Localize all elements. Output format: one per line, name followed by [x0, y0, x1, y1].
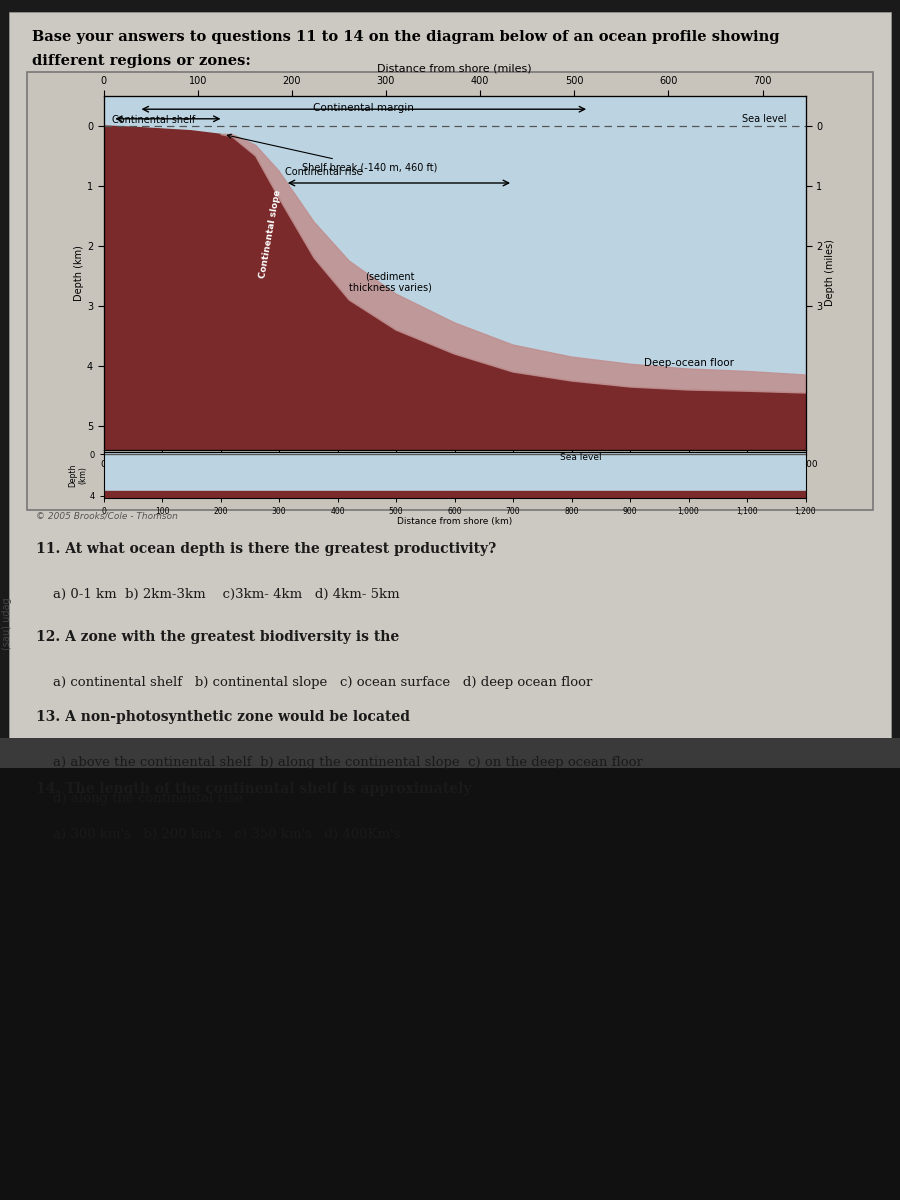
Text: a) 300 km's   b) 200 km's   c) 350 km's   d) 400Km's: a) 300 km's b) 200 km's c) 350 km's d) 4…	[36, 828, 400, 841]
X-axis label: Distance from shore (km): Distance from shore (km)	[397, 517, 512, 527]
Text: Base your answers to questions 11 to 14 on the diagram below of an ocean profile: Base your answers to questions 11 to 14 …	[32, 30, 779, 44]
Y-axis label: Depth (km): Depth (km)	[74, 245, 84, 301]
Text: 13. A non-photosynthetic zone would be located: 13. A non-photosynthetic zone would be l…	[36, 710, 410, 725]
Text: Continental rise: Continental rise	[284, 167, 363, 176]
Text: a) 0-1 km  b) 2km-3km    c)3km- 4km   d) 4km- 5km: a) 0-1 km b) 2km-3km c)3km- 4km d) 4km- …	[36, 588, 400, 601]
FancyBboxPatch shape	[0, 768, 900, 1200]
Text: 12. A zone with the greatest biodiversity is the: 12. A zone with the greatest biodiversit…	[36, 630, 400, 644]
Y-axis label: Depth (miles): Depth (miles)	[825, 240, 835, 306]
Text: a) above the continental shelf  b) along the continental slope  c) on the deep o: a) above the continental shelf b) along …	[36, 756, 643, 769]
X-axis label: Distance from shore (miles): Distance from shore (miles)	[377, 64, 532, 73]
Text: (sau) udag: (sau) udag	[2, 598, 13, 650]
Text: Sea level: Sea level	[560, 454, 601, 462]
Text: © 2005 Brooks/Cole - Thomson: © 2005 Brooks/Cole - Thomson	[36, 511, 178, 521]
Text: 11. At what ocean depth is there the greatest productivity?: 11. At what ocean depth is there the gre…	[36, 542, 496, 557]
Text: d) along the continental rise: d) along the continental rise	[36, 792, 243, 805]
Text: Continental margin: Continental margin	[313, 103, 414, 113]
Text: (sediment
thickness varies): (sediment thickness varies)	[348, 271, 432, 293]
FancyBboxPatch shape	[27, 72, 873, 510]
Polygon shape	[104, 126, 806, 450]
X-axis label: Distance from shore (km): Distance from shore (km)	[383, 472, 526, 482]
Polygon shape	[220, 134, 806, 392]
Text: different regions or zones:: different regions or zones:	[32, 54, 250, 68]
Text: Continental slope: Continental slope	[258, 190, 283, 278]
Text: a) continental shelf   b) continental slope   c) ocean surface   d) deep ocean f: a) continental shelf b) continental slop…	[36, 676, 592, 689]
Text: Sea level: Sea level	[742, 114, 787, 124]
Text: Continental shelf: Continental shelf	[112, 114, 195, 125]
Text: Deep-ocean floor: Deep-ocean floor	[644, 358, 734, 368]
Y-axis label: Depth
(km): Depth (km)	[68, 463, 88, 487]
FancyBboxPatch shape	[9, 12, 891, 768]
Text: Shelf break (-140 m, 460 ft): Shelf break (-140 m, 460 ft)	[228, 134, 437, 172]
Text: 14. The length of the continental shelf is approximately: 14. The length of the continental shelf …	[36, 782, 472, 797]
FancyBboxPatch shape	[0, 738, 900, 768]
